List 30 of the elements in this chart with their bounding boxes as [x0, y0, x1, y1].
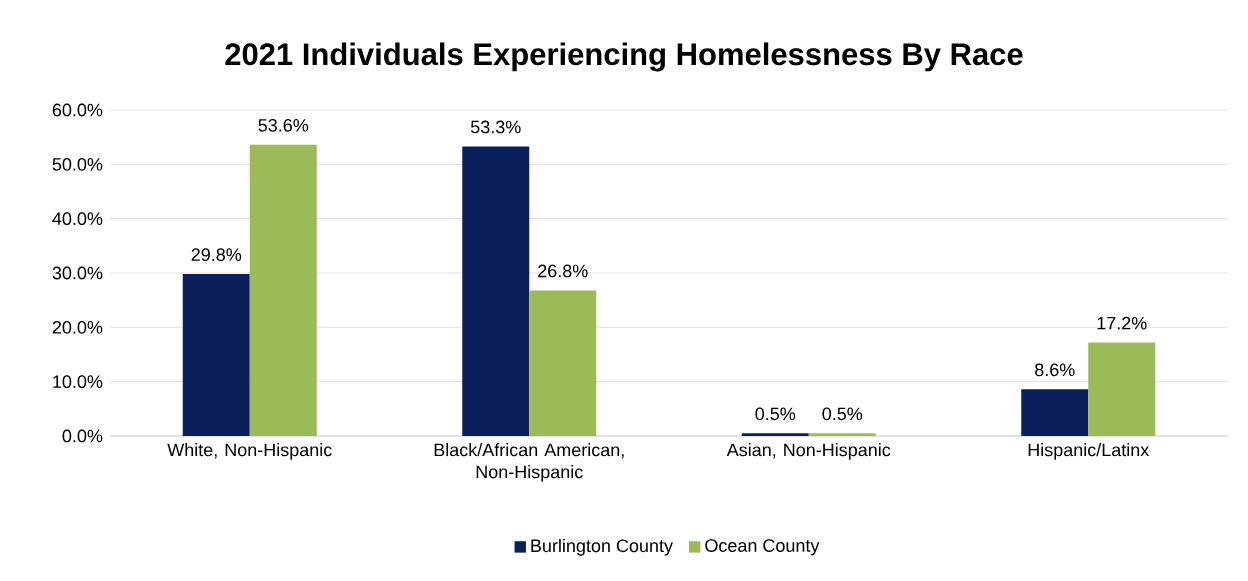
y-tick-label: 10.0% — [53, 375, 103, 389]
y-tick-label: 20.0% — [52, 320, 103, 334]
y-tick-label: 40.0% — [52, 212, 103, 226]
legend-label: Burlington County — [531, 538, 673, 556]
y-tick-label: 50.0% — [52, 157, 103, 171]
legend-label: Ocean County — [705, 539, 820, 556]
data-label: 0.5% — [822, 407, 863, 421]
data-label: 29.8% — [191, 248, 242, 262]
x-tick-label: Black/African American, Non-Hispanic — [434, 443, 624, 482]
data-label: 53.3% — [470, 120, 521, 134]
x-tick-label: Asian, Non-Hispanic — [726, 443, 891, 460]
data-label: 17.2% — [1097, 316, 1147, 330]
bar — [249, 144, 317, 436]
x-tick-label: White, Non-Hispanic — [167, 443, 332, 460]
chart-title: 2021 Individuals Experiencing Homelessness By Race — [225, 42, 1023, 72]
data-label: 0.5% — [755, 407, 796, 421]
data-label: 26.8% — [538, 264, 588, 278]
y-tick-label: 60.0% — [52, 103, 103, 117]
bar — [808, 433, 876, 436]
data-label: 8.6% — [1035, 363, 1075, 377]
bar — [182, 274, 250, 436]
bar — [1088, 342, 1156, 436]
data-label: 53.6% — [258, 118, 309, 132]
y-tick-label: 30.0% — [52, 266, 103, 280]
bar — [529, 290, 597, 436]
y-tick-label: 0.0% — [62, 429, 103, 443]
bar — [462, 146, 530, 436]
bar — [741, 433, 809, 436]
bar — [1021, 389, 1089, 436]
x-tick-label: Hispanic/Latinx — [1028, 443, 1150, 460]
